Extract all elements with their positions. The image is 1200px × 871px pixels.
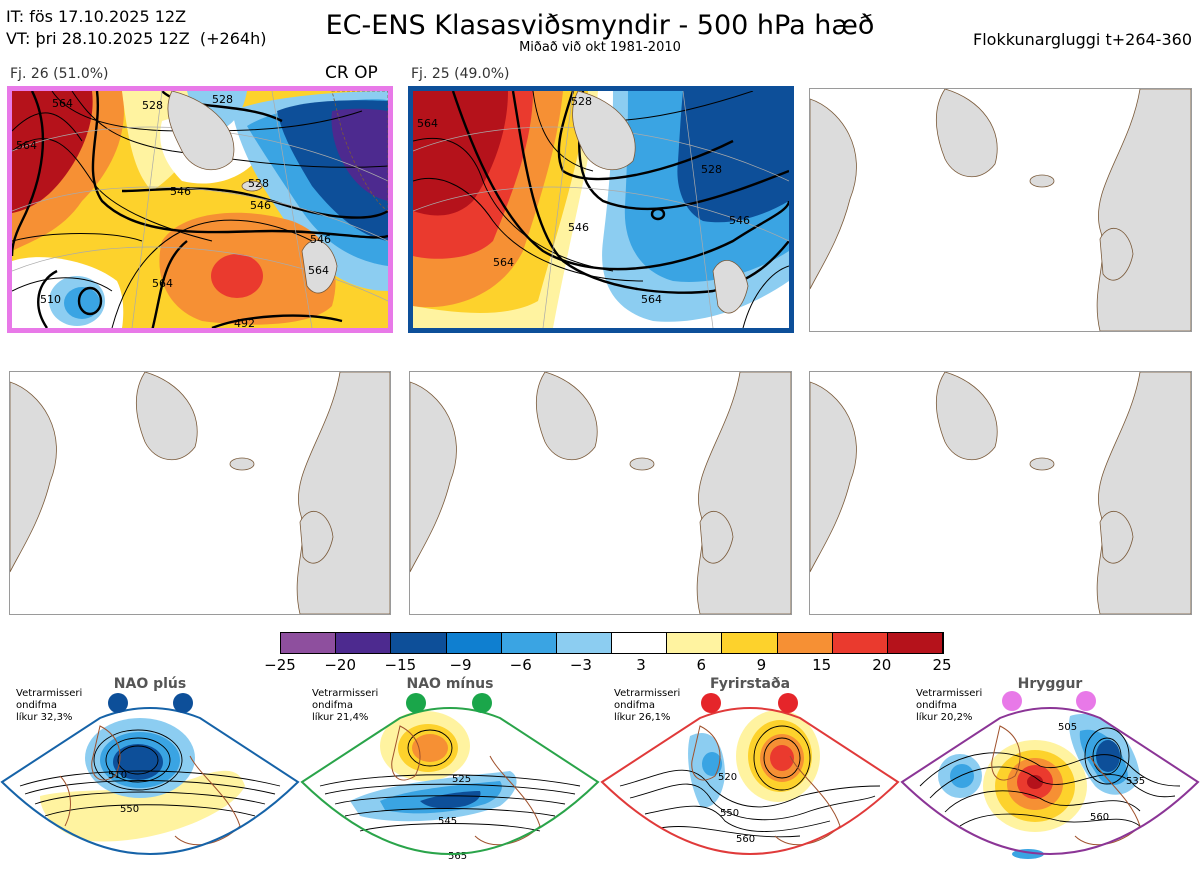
header-times: IT: fös 17.10.2025 12Z VT: þri 28.10.202…	[6, 6, 266, 50]
regime-contour-label: 550	[120, 804, 139, 815]
cluster-4-map-empty	[9, 371, 391, 615]
colorbar-tick-label: −3	[569, 656, 592, 674]
colorbar-segment	[667, 633, 723, 653]
page-subtitle: Miðað við okt 1981-2010	[519, 40, 681, 55]
cluster-3-map-empty	[809, 88, 1192, 332]
regime-nao-plus: NAO plús Vetrarmisseri ondifma líkur 32,…	[0, 676, 300, 871]
regime-contour-label: 565	[448, 851, 467, 862]
contour-label: 564	[417, 117, 438, 130]
colorbar-segment	[281, 633, 337, 653]
regime-note: Vetrarmisseri ondifma líkur 20,2%	[916, 688, 983, 723]
colorbar-tick-label: −25	[264, 656, 296, 674]
colorbar-segment	[391, 633, 447, 653]
colorbar-tick-label: −15	[384, 656, 417, 674]
colorbar-tick-label: 3	[636, 656, 646, 674]
regime-note: Vetrarmisseri ondifma líkur 26,1%	[614, 688, 681, 723]
regime-contour-label: 520	[718, 772, 737, 783]
contour-label: 528	[142, 99, 163, 112]
colorbar-tick-label: −6	[509, 656, 532, 674]
contour-label: 564	[641, 293, 662, 306]
colorbar-tick-label: 20	[872, 656, 892, 674]
colorbar-segment	[832, 633, 888, 653]
colorbar-tick-label: 6	[696, 656, 707, 674]
regime-title: NAO mínus	[406, 676, 494, 692]
cluster-1-label: Fj. 26 (51.0%)	[10, 66, 109, 82]
colorbar-segment	[501, 633, 557, 653]
classification-window: Flokkunargluggi t+264-360	[973, 30, 1192, 49]
contour-label: 564	[308, 264, 329, 277]
contour-label: 564	[16, 139, 37, 152]
contour-label: 528	[571, 95, 592, 108]
colorbar-segment	[887, 633, 944, 653]
regime-note: Vetrarmisseri ondifma líkur 21,4%	[312, 688, 379, 723]
colorbar-tick-label: 25	[932, 656, 952, 674]
regime-contour-label: 560	[1090, 812, 1109, 823]
contour-label: 546	[250, 199, 271, 212]
colorbar-segment	[446, 633, 502, 653]
regime-contour-label: 505	[1058, 722, 1077, 733]
valid-time: VT: þri 28.10.2025 12Z (+264h)	[6, 29, 267, 48]
regime-contour-label: 550	[720, 808, 739, 819]
contour-label: 510	[40, 293, 61, 306]
regime-title: NAO plús	[113, 676, 187, 692]
contour-label: 564	[152, 277, 173, 290]
colorbar-segment	[556, 633, 613, 653]
regime-contour-label: 535	[1126, 776, 1145, 787]
regime-contour-label: 560	[736, 834, 755, 845]
colorbar	[280, 632, 944, 654]
colorbar-tick-label: 15	[812, 656, 832, 674]
colorbar-segment	[777, 633, 833, 653]
colorbar-ticks: −25 −20 −15 −9 −6 −3 3 6 9 15 20 25	[264, 656, 951, 676]
colorbar-tick-label: −9	[449, 656, 472, 674]
regime-nao-minus: NAO mínus Vetrarmisseri ondifma líkur 21…	[300, 676, 600, 871]
page-title: EC-ENS Klasasviðsmyndir - 500 hPa hæð	[325, 10, 875, 41]
cluster-2-label: Fj. 25 (49.0%)	[411, 66, 510, 82]
regime-note: Vetrarmisseri ondifma líkur 32,3%	[16, 688, 83, 723]
cluster-6-map-empty	[809, 371, 1192, 615]
contour-label: 564	[52, 97, 73, 110]
colorbar-segment	[336, 633, 392, 653]
contour-label: 546	[170, 185, 191, 198]
cluster-2-map: 564 528 546 564 546 528 564	[408, 86, 794, 333]
contour-label: 546	[310, 233, 331, 246]
regime-title: Hryggur	[1017, 676, 1083, 692]
regime-contour-label: 510	[108, 770, 127, 781]
contour-label: 546	[568, 221, 589, 234]
contour-label: 528	[212, 93, 233, 106]
init-time: IT: fös 17.10.2025 12Z	[6, 7, 187, 26]
contour-label: 528	[701, 163, 722, 176]
regime-blocking: Fyrirstaða Vetrarmisseri ondifma líkur 2…	[600, 676, 900, 871]
cluster-1-map: 546 528 564 564 546 546 528 564 564 492 …	[7, 86, 393, 333]
colorbar-segment	[612, 633, 668, 653]
regime-contour-label: 525	[452, 774, 471, 785]
regime-contour-label: 545	[438, 816, 457, 827]
colorbar-tick-label: 9	[756, 656, 767, 674]
contour-label: 564	[493, 256, 514, 269]
regime-ridge: Hryggur Vetrarmisseri ondifma líkur 20,2…	[900, 676, 1200, 871]
regime-row: NAO plús Vetrarmisseri ondifma líkur 32,…	[0, 676, 1200, 871]
cluster-5-map-empty	[409, 371, 792, 615]
contour-label: 546	[729, 214, 750, 227]
colorbar-segment	[722, 633, 778, 653]
colorbar-tick-label: −20	[324, 656, 356, 674]
cluster-1-tag: CR OP	[325, 63, 378, 83]
regime-title: Fyrirstaða	[709, 676, 791, 692]
contour-label: 492	[234, 317, 255, 328]
contour-label: 528	[248, 177, 269, 190]
